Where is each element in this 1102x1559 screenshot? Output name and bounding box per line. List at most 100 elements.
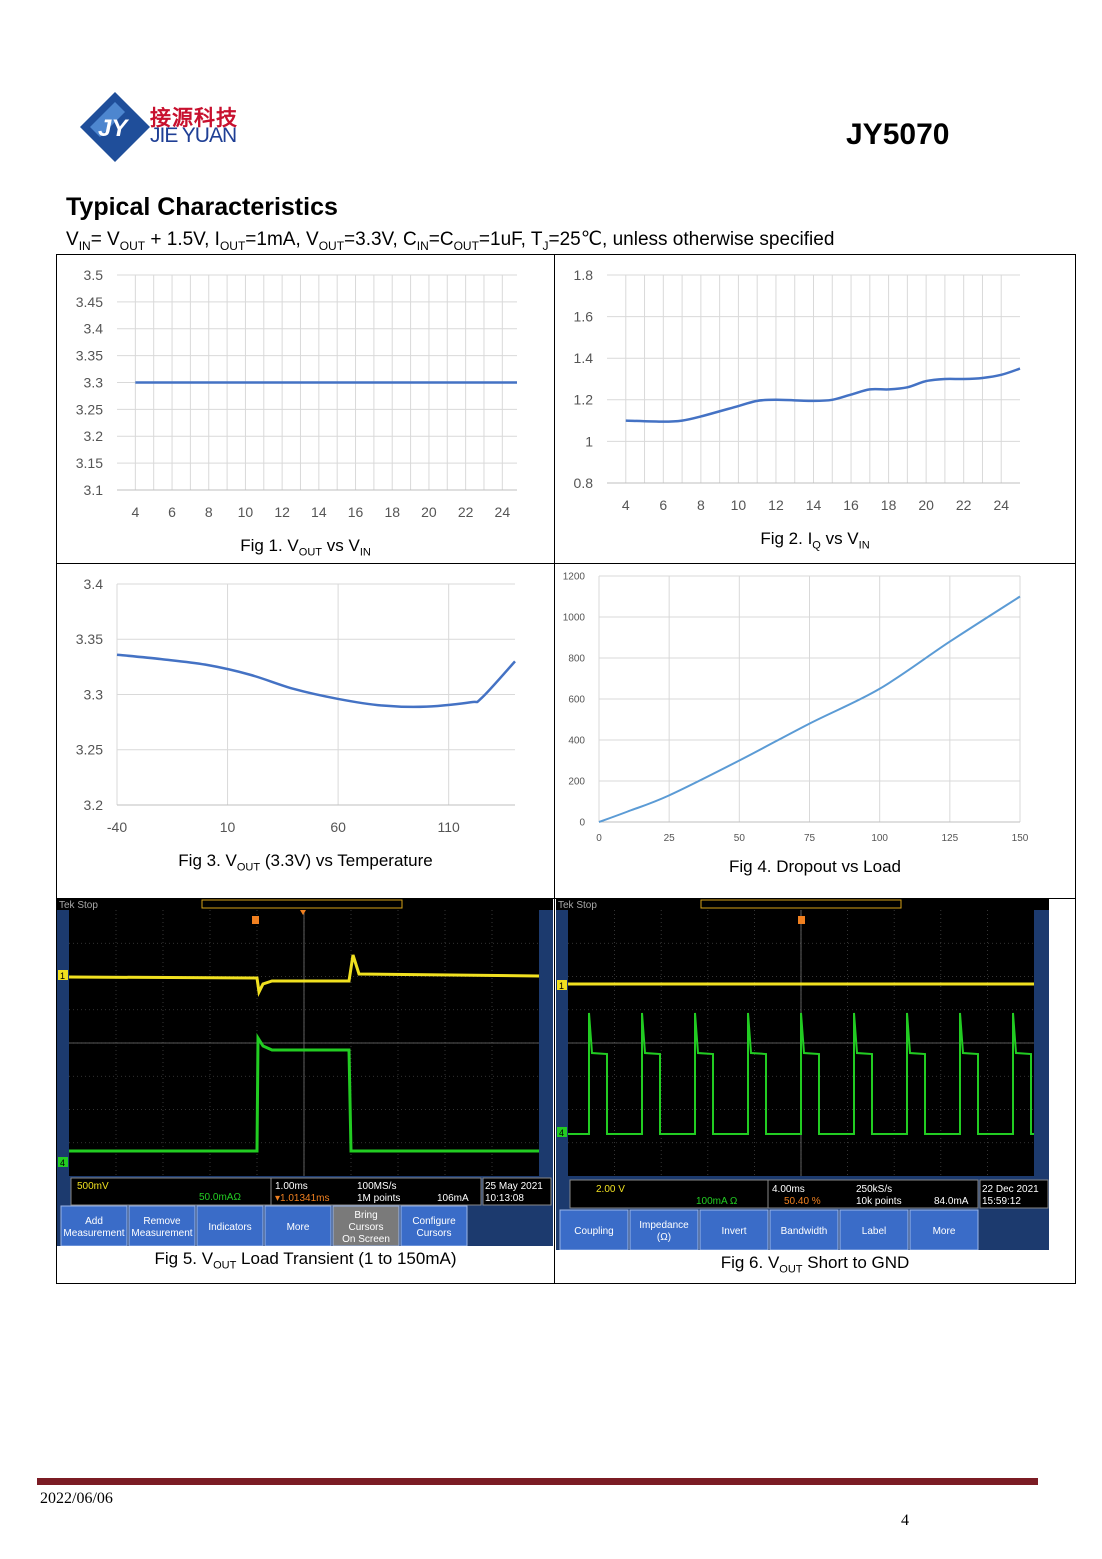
x-tick-label: 18 [881,497,897,513]
x-tick-label: 12 [274,504,290,520]
fig3-cell: 3.4 3.35 3.3 3.25 3.2 -40 10 60 110 Fig 3. VOUT … [56,563,555,899]
ch1-trace [68,954,540,997]
condition-part: =1uF, T [478,229,543,250]
softkey-label: (Ω) [657,1232,671,1243]
scope-softkey-button[interactable] [128,1205,196,1247]
fig4-caption: Fig 4. Dropout vs Load [729,857,901,876]
condition-part: OUT [119,238,146,253]
x-tick-label: 6 [168,504,176,520]
softkey-label: Measurement [131,1228,192,1239]
ch4-marker [58,1157,68,1167]
y-tick-label: 3.35 [76,631,103,647]
scope-softkey-button[interactable] [909,1209,979,1251]
fig4-chart: 1200 1000 800 600 400 200 00 25 50 75 100 125 150 [563,572,1029,845]
condition-part: IN [416,238,429,253]
fig6-scope-screenshot: Tek Stop 1 4 2.00 V 100mA Ω 4.00ms 250kS… [556,898,1049,1251]
x-tick-label: 4 [131,504,139,520]
x-tick-label: 10 [731,497,747,513]
softkey-label: Bring [354,1210,377,1221]
svg-text:84.0mA: 84.0mA [934,1196,969,1207]
softkey-label: On Screen [342,1234,390,1245]
condition-part: OUT [453,238,479,253]
scope-softkey-button[interactable] [769,1209,839,1251]
x-tick-label: 24 [495,504,511,520]
condition-part: IN [78,238,91,253]
y-tick-label: 1200 [563,572,586,583]
scope-softkey-button[interactable] [699,1209,769,1251]
logo-mark-icon: JY [80,92,150,162]
fig3-caption: Fig 3. VOUT (3.3V) vs Temperature [178,851,433,874]
svg-text:100MS/s: 100MS/s [357,1181,396,1192]
svg-text:1: 1 [559,981,564,991]
y-tick-label: 3.3 [84,686,104,702]
logo-english-name: JIE YUAN [150,124,237,147]
svg-text:250kS/s: 250kS/s [856,1184,892,1195]
fig1-chart: 3.5 3.45 3.4 3.35 3.3 3.25 3.2 3.15 3.1 4 6 8 10 12 14… [76,267,517,520]
fig4-cell: 1200 1000 800 600 400 200 0 0 25 50 75 100 125 150 Fi… [554,563,1076,899]
x-tick-label: 22 [458,504,474,520]
x-tick-label: 6 [659,497,667,513]
x-tick-label: 14 [806,497,822,513]
scope-softkey-button[interactable] [839,1209,909,1251]
scope-softkey-button[interactable] [264,1205,332,1247]
ch1-scale: 500mV [77,1181,109,1192]
y-tick-label: 1.6 [574,309,594,325]
scope-softkey-button[interactable] [196,1205,264,1247]
svg-text:4: 4 [559,1128,564,1138]
scope-softkey-button[interactable] [400,1205,468,1247]
svg-text:22 Dec 2021: 22 Dec 2021 [982,1184,1039,1195]
series-line [116,653,516,709]
fig2-cell: 1.8 1.6 1.4 1.2 1 0.8 4 6 8 10 12 14 16 18 20 22 24 Fig … [554,254,1076,564]
svg-text:1.00ms: 1.00ms [275,1181,308,1192]
svg-text:▾1.01341ms: ▾1.01341ms [275,1193,330,1204]
softkey-label: Add [85,1216,103,1227]
fig6-caption: Fig 6. VOUT Short to GND [720,1253,910,1276]
scope-softkey-button[interactable] [332,1205,400,1247]
x-tick-label: 150 [1012,833,1029,844]
x-tick-label: 125 [941,833,958,844]
x-tick-label: 110 [438,819,461,835]
condition-part: =1mA, V [245,229,319,250]
trigger-t-icon [798,916,805,924]
svg-text:4.00ms: 4.00ms [772,1184,805,1195]
svg-text:1: 1 [60,971,65,981]
x-tick-label: 18 [384,504,400,520]
condition-part: V [66,229,79,250]
y-tick-label: 3.3 [84,374,104,390]
scope-softkey-button[interactable] [629,1209,699,1251]
svg-text:50.40 %: 50.40 % [784,1196,821,1207]
softkey-label: Invert [721,1226,746,1237]
softkey-label: More [287,1222,310,1233]
y-tick-label: 1.8 [574,267,594,283]
trigger-t-icon [252,916,259,924]
test-conditions: VIN= VOUT + 1.5V, IOUT=1mA, VOUT=3.3V, C… [66,228,834,253]
footer-date: 2022/06/06 [40,1490,113,1507]
scope-softkey-button[interactable] [60,1205,128,1247]
y-tick-label: 3.2 [84,797,104,813]
softkey-label: Remove [143,1216,181,1227]
fig2-chart: 1.8 1.6 1.4 1.2 1 0.8 4 6 8 10 12 14 16 18 20 22 24 [574,267,1021,513]
x-tick-label: 24 [993,497,1009,513]
softkey-label: More [933,1226,956,1237]
fig5-scope-display: Tek Stop 1 4 500mV 50.0mAΩ 1.00ms 100MS/… [57,898,553,1247]
y-tick-label: 3.2 [84,428,104,444]
part-number: JY5070 [846,118,950,151]
y-tick-label: 1000 [563,613,586,624]
ch4-trace [69,1032,539,1153]
y-tick-label: 0 [579,818,585,829]
x-tick-label: 16 [348,504,364,520]
y-tick-label: 1 [585,433,593,449]
y-tick-label: 0.8 [574,475,594,491]
softkey-label: Coupling [574,1226,613,1237]
x-tick-label: 8 [697,497,705,513]
svg-text:100mA Ω: 100mA Ω [696,1196,738,1207]
x-tick-label: 0 [596,833,602,844]
ch4-trace [568,1012,1034,1135]
series-line [598,595,1021,823]
footer-rule [37,1478,1038,1485]
fig1-caption: Fig 1. VOUT vs VIN [240,536,371,559]
fig2-caption: Fig 2. IQ vs VIN [760,529,870,552]
fig6-scope-display: Tek Stop 1 4 2.00 V 100mA Ω 4.00ms 250kS… [556,898,1049,1251]
series-line [625,367,1021,423]
y-tick-label: 600 [568,695,585,706]
